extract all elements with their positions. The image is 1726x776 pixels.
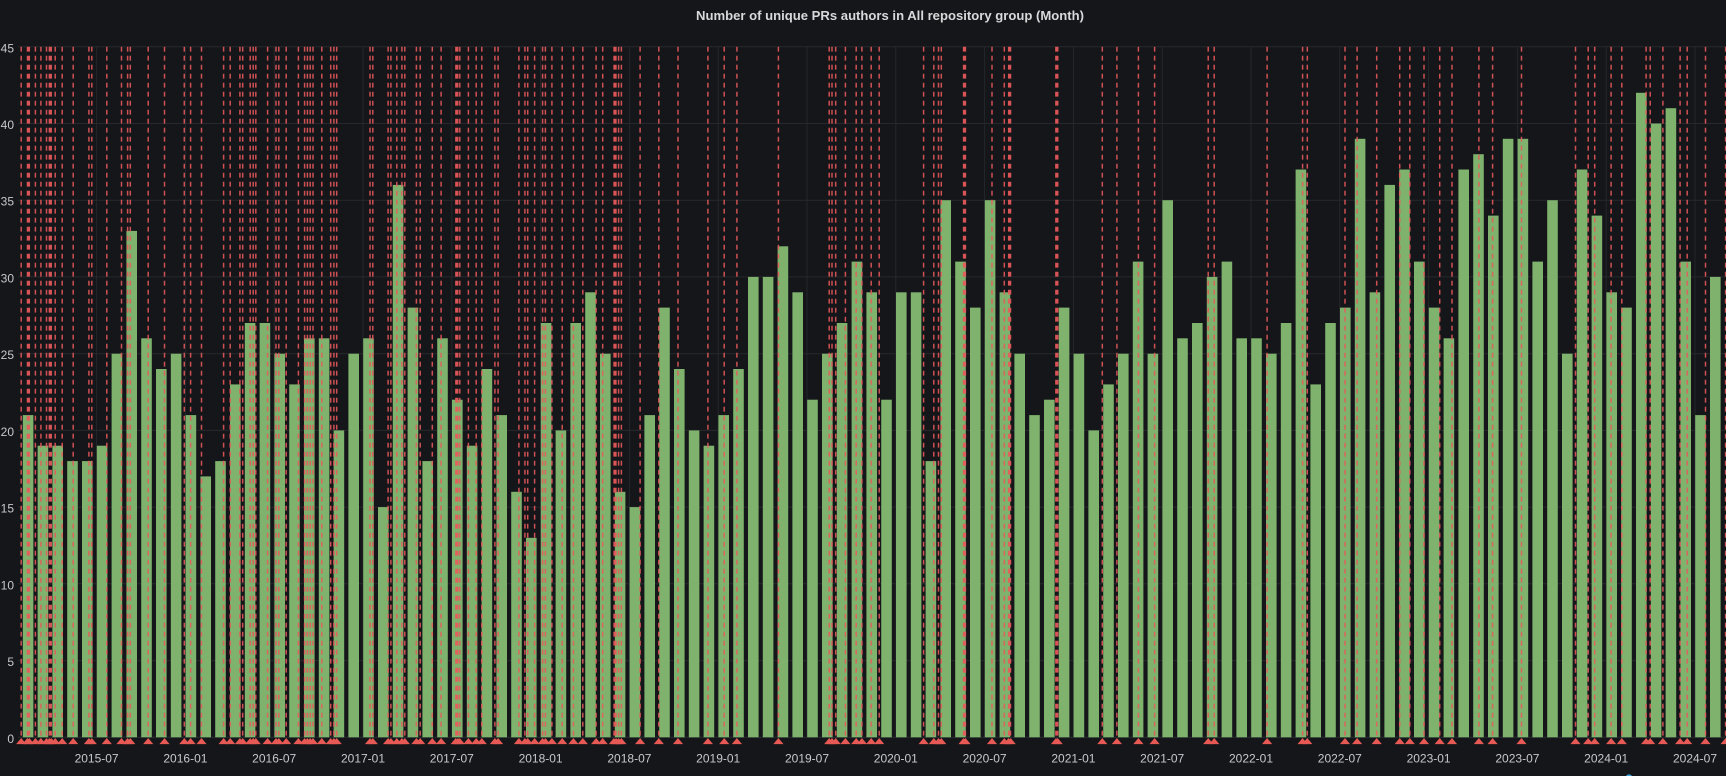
svg-text:2023-07: 2023-07 xyxy=(1495,752,1539,766)
svg-text:Number of unique PRs authors i: Number of unique PRs authors in All repo… xyxy=(696,8,1084,23)
svg-text:10: 10 xyxy=(1,578,15,592)
svg-text:2020-07: 2020-07 xyxy=(963,752,1007,766)
svg-text:2024-01: 2024-01 xyxy=(1584,752,1628,766)
svg-text:2021-01: 2021-01 xyxy=(1051,752,1095,766)
svg-text:25: 25 xyxy=(1,348,15,362)
svg-text:2019-07: 2019-07 xyxy=(785,752,829,766)
svg-text:2022-01: 2022-01 xyxy=(1229,752,1273,766)
svg-text:2021-07: 2021-07 xyxy=(1140,752,1184,766)
svg-text:2019-01: 2019-01 xyxy=(696,752,740,766)
svg-text:2022-07: 2022-07 xyxy=(1318,752,1362,766)
svg-text:2016-07: 2016-07 xyxy=(252,752,296,766)
svg-text:2023-01: 2023-01 xyxy=(1407,752,1451,766)
svg-text:15: 15 xyxy=(1,502,15,516)
svg-text:20: 20 xyxy=(1,425,15,439)
svg-text:2024-07: 2024-07 xyxy=(1673,752,1717,766)
svg-text:45: 45 xyxy=(1,41,15,55)
svg-text:0: 0 xyxy=(7,732,14,746)
svg-text:5: 5 xyxy=(7,655,14,669)
svg-text:2018-01: 2018-01 xyxy=(519,752,563,766)
svg-text:2020-01: 2020-01 xyxy=(874,752,918,766)
svg-text:2018-07: 2018-07 xyxy=(607,752,651,766)
svg-text:30: 30 xyxy=(1,271,15,285)
svg-text:35: 35 xyxy=(1,195,15,209)
svg-text:2017-07: 2017-07 xyxy=(430,752,474,766)
svg-text:40: 40 xyxy=(1,118,15,132)
svg-text:2015-07: 2015-07 xyxy=(75,752,119,766)
svg-text:2016-01: 2016-01 xyxy=(163,752,207,766)
svg-text:2017-01: 2017-01 xyxy=(341,752,385,766)
